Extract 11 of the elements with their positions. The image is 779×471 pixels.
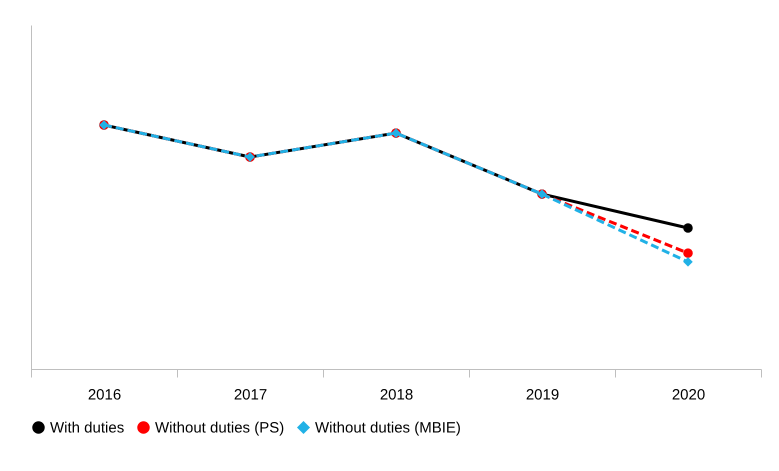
point xyxy=(683,223,693,233)
x-tick-label: 2020 xyxy=(672,386,706,404)
x-tick-label: 2018 xyxy=(380,386,414,404)
point xyxy=(683,257,693,267)
point xyxy=(683,248,693,258)
legend-label: Without duties (MBIE) xyxy=(315,420,461,437)
x-tick-label: 2017 xyxy=(234,386,268,404)
x-tick-label: 2019 xyxy=(526,386,560,404)
x-tick-label: 2016 xyxy=(88,386,122,404)
legend-label: Without duties (PS) xyxy=(155,420,284,437)
legend-label: With duties xyxy=(50,420,124,437)
